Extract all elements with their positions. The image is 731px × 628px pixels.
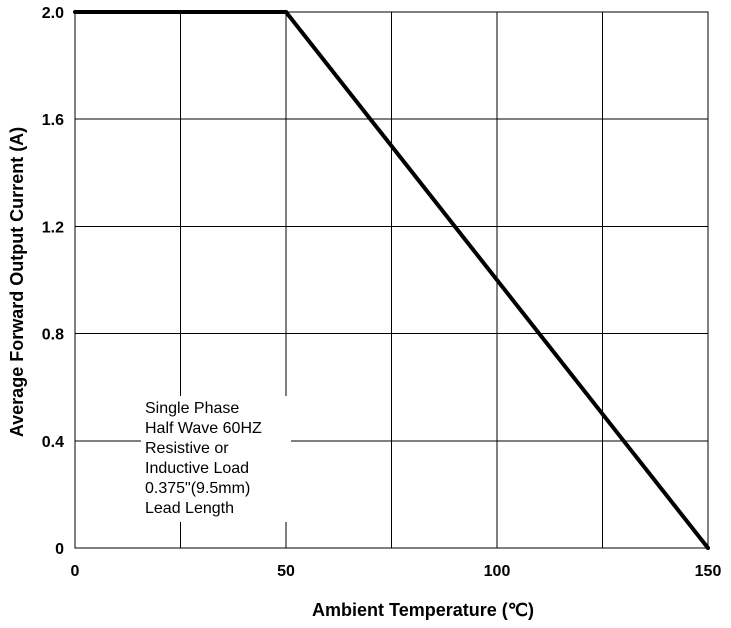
y-tick-label-1: 0.4: [42, 434, 64, 451]
annotation-line-5: Lead Length: [145, 500, 234, 517]
y-tick-label-3: 1.2: [42, 219, 64, 236]
tick-labels: 0 50 100 150 0 0.4 0.8 1.2 1.6 2.0: [42, 5, 722, 580]
data-point-0-2: [706, 546, 710, 550]
annotation-line-2: Resistive or: [145, 440, 229, 457]
plot-frame: [74, 11, 709, 549]
series-layer: [73, 10, 710, 550]
x-axis-title: Ambient Temperature (℃): [312, 600, 534, 620]
annotation-background: [141, 396, 291, 522]
annotation-line-3: Inductive Load: [145, 460, 249, 477]
y-tick-label-4: 1.6: [42, 112, 64, 129]
data-point-0-1: [284, 10, 288, 14]
y-tick-label-5: 2.0: [42, 5, 64, 22]
x-tick-label-1: 50: [277, 563, 295, 580]
x-tick-label-3: 150: [695, 563, 722, 580]
y-tick-label-0: 0: [55, 541, 64, 558]
annotation-line-4: 0.375"(9.5mm): [145, 480, 250, 497]
y-axis-title: Average Forward Output Current (A): [7, 127, 27, 437]
x-tick-label-2: 100: [484, 563, 511, 580]
x-tick-label-0: 0: [71, 563, 80, 580]
y-tick-label-2: 0.8: [42, 327, 64, 344]
annotation-box: Single Phase Half Wave 60HZ Resistive or In…: [141, 396, 291, 522]
annotation-line-0: Single Phase: [145, 400, 239, 417]
data-point-0-0: [73, 10, 77, 14]
annotation-line-1: Half Wave 60HZ: [145, 420, 262, 437]
